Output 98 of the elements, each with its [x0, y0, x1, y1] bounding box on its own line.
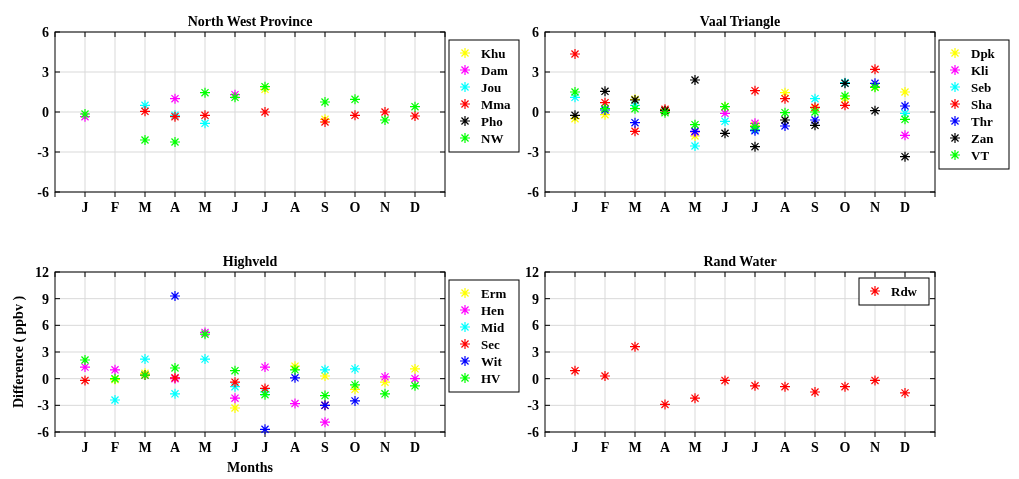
legend-label: Wit — [481, 353, 503, 369]
y-tick-label: 3 — [42, 64, 49, 80]
x-tick-label: N — [869, 440, 881, 455]
y-tick-label: -3 — [37, 398, 49, 414]
x-tick-label: M — [138, 200, 152, 215]
legend-label: Kli — [971, 62, 989, 78]
x-tick-label: J — [751, 440, 759, 455]
x-tick-label: N — [869, 200, 881, 215]
y-tick-label: 3 — [532, 64, 539, 80]
y-tick-label: 0 — [42, 104, 49, 120]
legend-label: NW — [481, 130, 504, 146]
x-axis-title: Months — [227, 460, 274, 475]
legend-label: Thr — [971, 113, 993, 129]
x-tick-label: J — [81, 440, 89, 455]
y-tick-label: -3 — [37, 144, 49, 160]
chart-title: Vaal Triangle — [699, 14, 781, 29]
legend-label: Pho — [481, 113, 503, 129]
y-tick-label: -6 — [37, 424, 49, 440]
chart-title: North West Province — [187, 14, 313, 29]
x-tick-label: J — [721, 440, 729, 455]
x-tick-label: J — [261, 440, 269, 455]
legend-label: Sec — [481, 336, 500, 352]
legend-label: Hen — [481, 302, 505, 318]
y-tick-label: -3 — [527, 144, 539, 160]
y-tick-label: 0 — [532, 104, 539, 120]
x-tick-label: J — [721, 200, 729, 215]
x-tick-label: M — [688, 200, 702, 215]
y-tick-label: 3 — [532, 344, 539, 360]
x-tick-label: M — [628, 440, 642, 455]
x-tick-label: A — [779, 200, 791, 215]
legend-label: Mma — [481, 96, 512, 112]
y-tick-label: 12 — [525, 264, 539, 280]
legend-label: Dam — [481, 62, 508, 78]
legend-label: Rdw — [891, 283, 918, 299]
y-tick-label: 6 — [532, 24, 539, 40]
legend-label: Mid — [481, 319, 505, 335]
x-tick-label: D — [899, 440, 911, 455]
x-tick-label: J — [571, 200, 579, 215]
x-tick-label: M — [198, 440, 212, 455]
y-tick-label: 0 — [42, 371, 49, 387]
x-tick-label: F — [600, 440, 610, 455]
x-tick-label: J — [751, 200, 759, 215]
y-tick-label: 6 — [42, 24, 49, 40]
x-tick-label: D — [409, 200, 421, 215]
y-tick-label: -6 — [527, 184, 539, 200]
legend-label: Seb — [971, 79, 992, 95]
x-tick-label: J — [231, 200, 239, 215]
x-tick-label: M — [198, 200, 212, 215]
legend-label: Zan — [971, 130, 995, 146]
x-tick-label: A — [169, 440, 181, 455]
y-tick-label: 9 — [532, 291, 539, 307]
y-tick-label: 6 — [532, 318, 539, 334]
x-tick-label: S — [321, 200, 330, 215]
y-tick-label: 6 — [42, 318, 49, 334]
x-tick-label: J — [571, 440, 579, 455]
x-tick-label: A — [169, 200, 181, 215]
x-tick-label: N — [379, 440, 391, 455]
x-tick-label: A — [659, 200, 671, 215]
x-tick-label: A — [779, 440, 791, 455]
y-tick-label: 9 — [42, 291, 49, 307]
legend-label: Dpk — [971, 45, 996, 61]
x-tick-label: A — [659, 440, 671, 455]
x-tick-label: O — [349, 440, 361, 455]
x-tick-label: M — [628, 200, 642, 215]
x-tick-label: J — [261, 200, 269, 215]
y-tick-label: 3 — [42, 344, 49, 360]
x-tick-label: O — [839, 200, 851, 215]
x-tick-label: D — [899, 200, 911, 215]
y-axis-title: Difference ( ppbv ) — [11, 295, 27, 409]
x-tick-label: D — [409, 440, 421, 455]
x-tick-label: O — [349, 200, 361, 215]
legend-label: HV — [481, 370, 502, 386]
y-tick-label: 0 — [532, 371, 539, 387]
y-tick-label: -3 — [527, 398, 539, 414]
x-tick-label: F — [110, 440, 120, 455]
legend-label: VT — [971, 147, 990, 163]
legend-label: Khu — [481, 45, 506, 61]
x-tick-label: O — [839, 440, 851, 455]
legend-label: Erm — [481, 285, 507, 301]
x-tick-label: S — [321, 440, 330, 455]
x-tick-label: S — [811, 440, 820, 455]
x-tick-label: F — [110, 200, 120, 215]
x-tick-label: A — [289, 440, 301, 455]
x-tick-label: J — [231, 440, 239, 455]
x-tick-label: M — [688, 440, 702, 455]
x-tick-label: S — [811, 200, 820, 215]
x-tick-label: F — [600, 200, 610, 215]
legend-label: Sha — [971, 96, 993, 112]
chart-title: Rand Water — [703, 254, 777, 269]
chart-title: Highveld — [222, 254, 278, 269]
legend-label: Jou — [481, 79, 502, 95]
x-tick-label: A — [289, 200, 301, 215]
x-tick-label: M — [138, 440, 152, 455]
x-tick-label: N — [379, 200, 391, 215]
x-tick-label: J — [81, 200, 89, 215]
y-tick-label: 12 — [35, 264, 49, 280]
y-tick-label: -6 — [527, 424, 539, 440]
y-tick-label: -6 — [37, 184, 49, 200]
